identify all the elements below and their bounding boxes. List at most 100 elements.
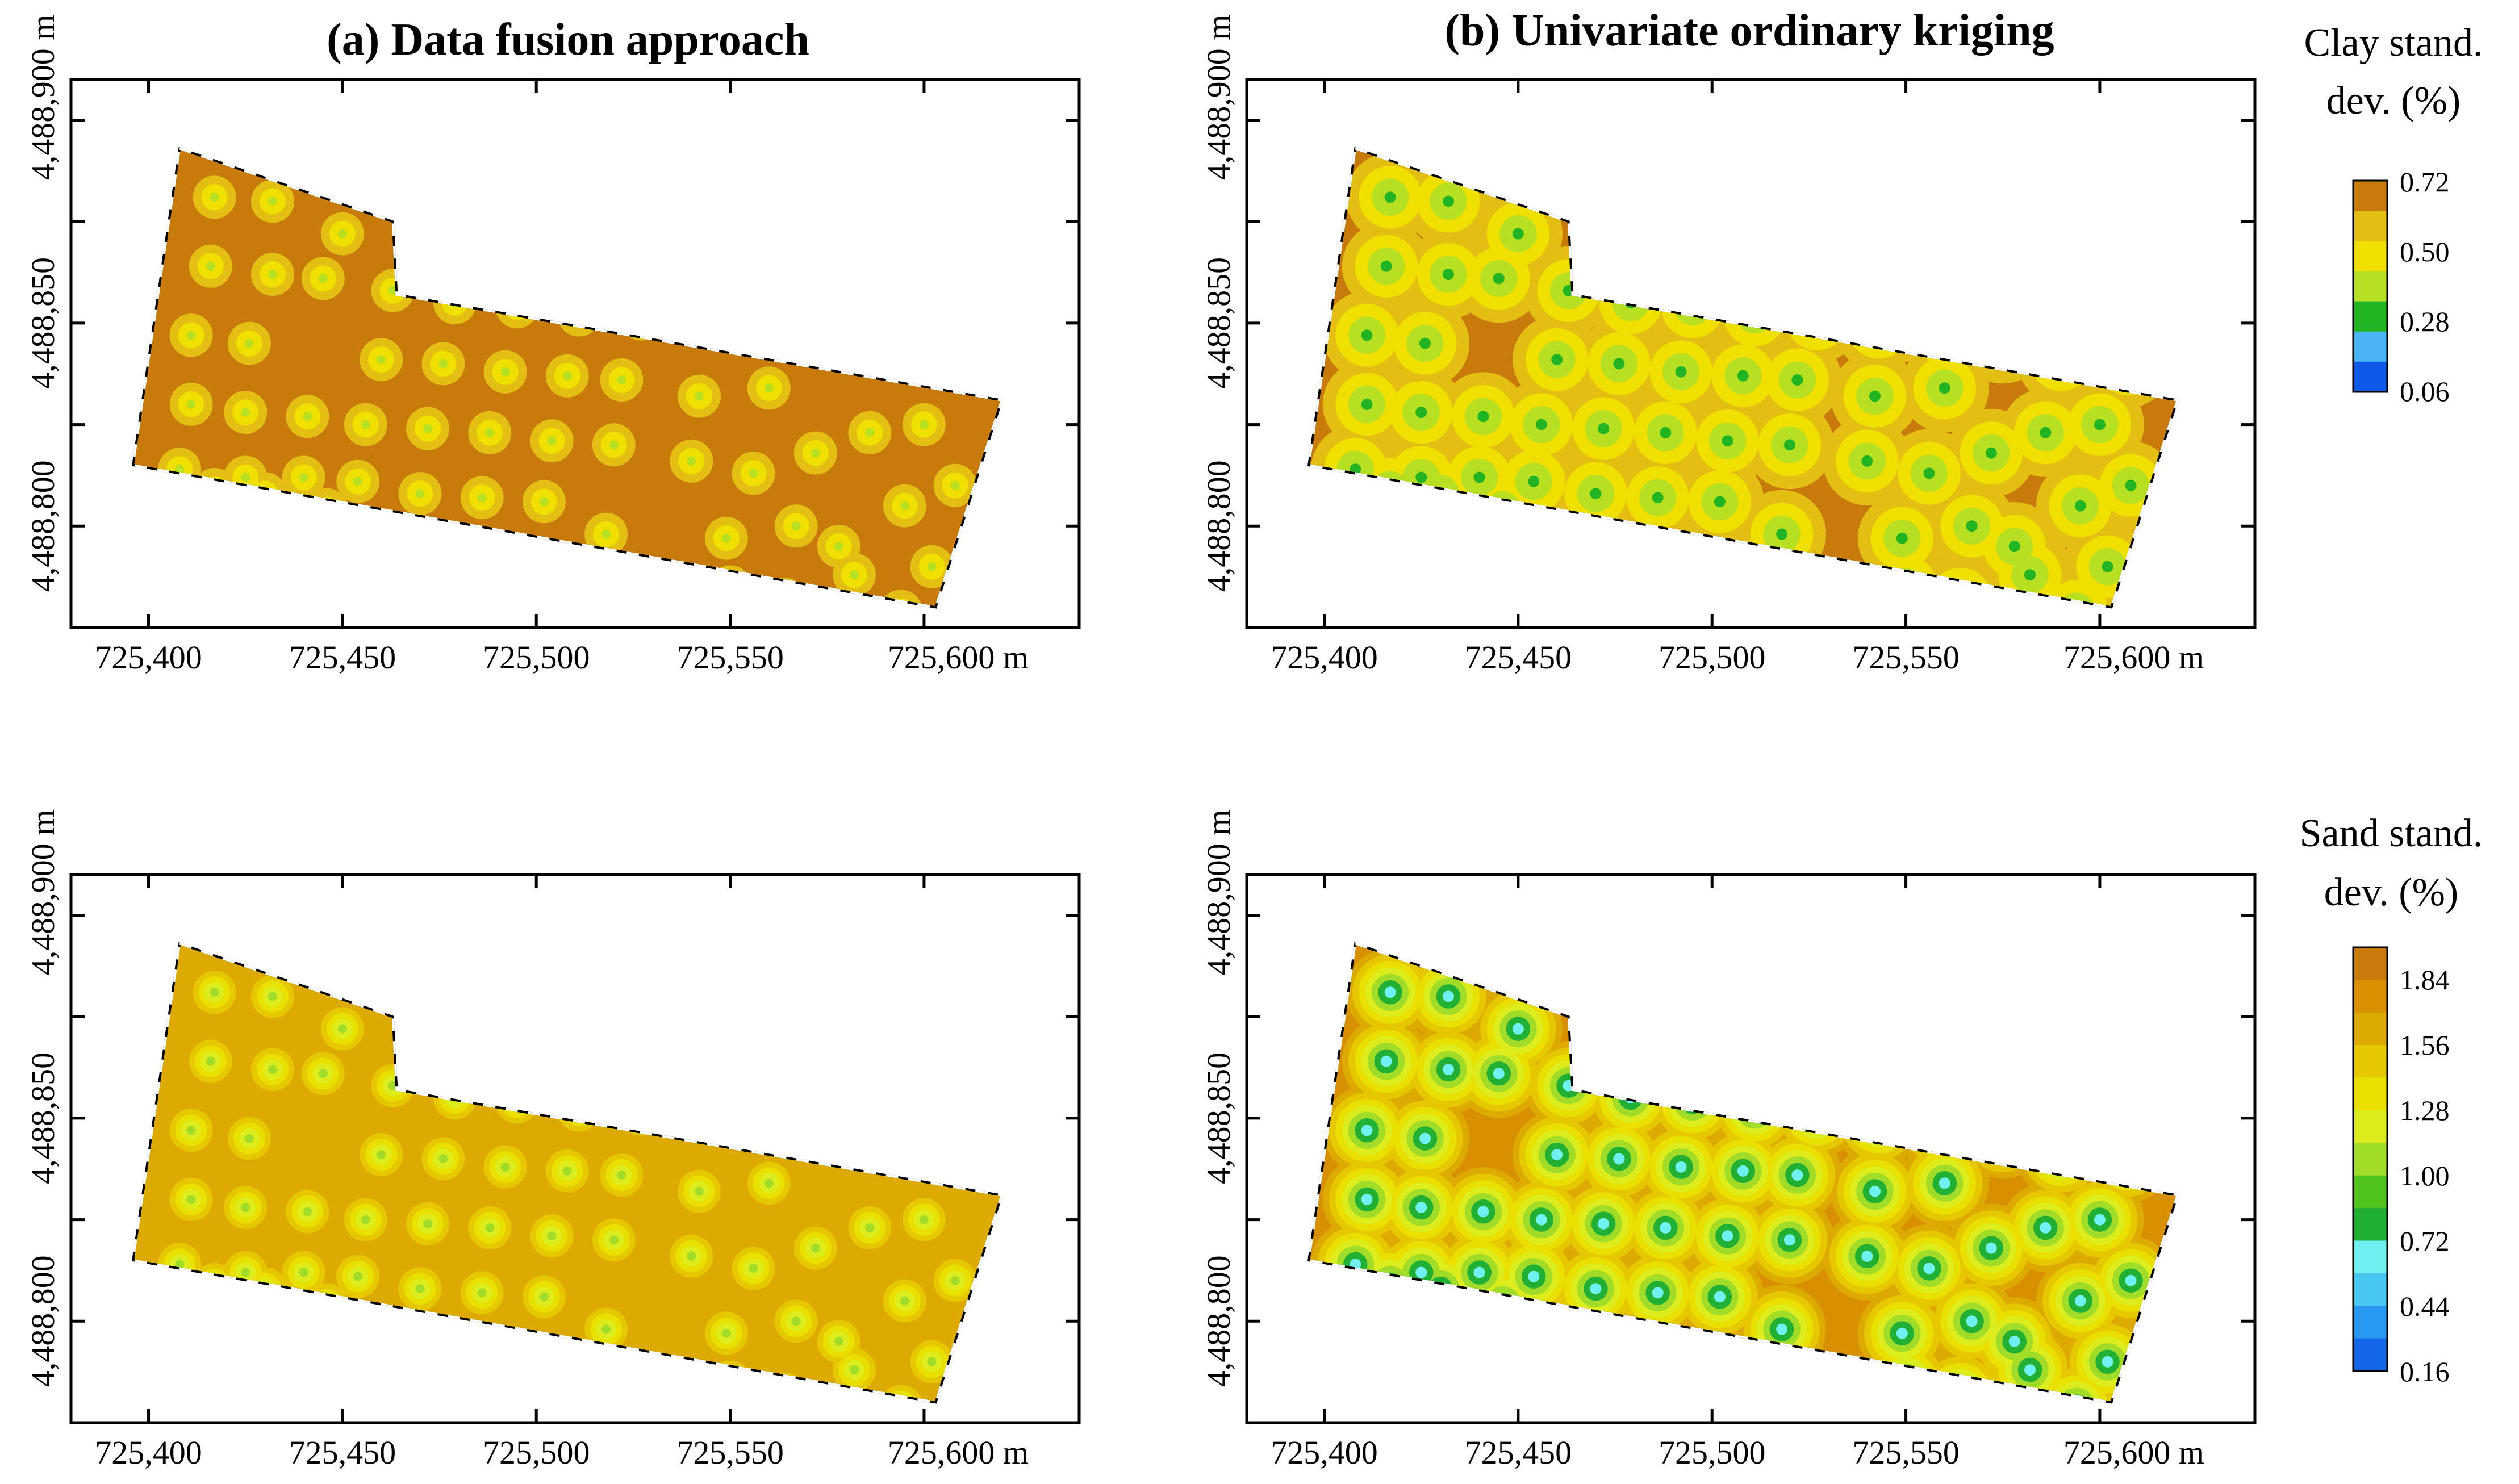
sample-point-halo bbox=[1798, 300, 1836, 338]
sample-point-halo bbox=[674, 594, 701, 608]
sample-point-halo bbox=[927, 562, 937, 571]
sample-point-halo bbox=[353, 1272, 363, 1281]
sample-point-halo bbox=[1493, 273, 1505, 285]
sample-point-halo bbox=[1528, 475, 1540, 487]
legend-swatch bbox=[2353, 1338, 2387, 1372]
sample-point-halo bbox=[743, 310, 787, 353]
legend-border bbox=[2352, 179, 2388, 393]
legend-sand: Sand stand. dev. (%) 1.84 1.56 1.28 1.00… bbox=[2300, 812, 2483, 1387]
legend-sand-title-line1: Sand stand. bbox=[2300, 812, 2483, 855]
sample-point-halo bbox=[1687, 301, 1699, 313]
sample-point-halo bbox=[1415, 1202, 1427, 1214]
sample-point-halo bbox=[1599, 271, 1662, 335]
sample-point-halo bbox=[1819, 1358, 1908, 1403]
sample-point-halo bbox=[1791, 374, 1803, 386]
sample-point-halo bbox=[303, 1207, 312, 1217]
legend-swatch bbox=[2353, 1045, 2387, 1078]
sample-point-halo bbox=[1935, 325, 1946, 337]
y-tick-label: 4,488,900 m bbox=[1200, 15, 1237, 181]
sample-point-halo bbox=[609, 1235, 619, 1245]
sample-point-halo bbox=[935, 1143, 967, 1175]
sample-point-halo bbox=[1860, 308, 1898, 346]
sample-point-halo bbox=[1422, 475, 1459, 512]
sample-point-halo bbox=[1804, 1102, 1829, 1126]
panel-title-b: (b) Univariate ordinary kriging bbox=[1444, 6, 2054, 56]
sample-point-halo bbox=[617, 1171, 626, 1180]
sample-point-halo bbox=[573, 1340, 616, 1383]
sample-point-halo bbox=[720, 1372, 741, 1393]
sample-point-halo bbox=[863, 1133, 907, 1177]
sample-point-halo bbox=[361, 420, 370, 429]
sample-point-halo bbox=[1985, 1242, 1997, 1254]
sample-point-halo bbox=[206, 261, 215, 271]
sample-point-halo bbox=[485, 1223, 495, 1232]
sample-point-halo bbox=[938, 350, 964, 377]
legend-swatch bbox=[2353, 1208, 2387, 1241]
sample-point-halo bbox=[2108, 345, 2146, 383]
sample-point-halo bbox=[749, 1110, 781, 1143]
sample-point-halo bbox=[900, 501, 909, 511]
sample-point-halo bbox=[625, 1098, 657, 1130]
sample-point-halo bbox=[1783, 1234, 1795, 1246]
sample-point-halo bbox=[714, 1366, 746, 1398]
sample-point-halo bbox=[946, 1154, 956, 1164]
legend-swatch bbox=[2353, 181, 2387, 211]
sample-point-halo bbox=[477, 1288, 487, 1298]
field-boundary-dash bbox=[131, 147, 1004, 609]
sample-point-halo bbox=[950, 480, 960, 490]
sample-point-halo bbox=[814, 326, 841, 353]
sample-point-halo bbox=[1764, 561, 1776, 572]
map-panel-sand-fusion: 725,400 725,450 725,500 725,550 725,600 m 4,4… bbox=[24, 810, 1081, 1471]
x-tick-label: 725,600 m bbox=[2063, 639, 2204, 676]
sample-point-halo bbox=[865, 1223, 875, 1232]
sample-point-halo bbox=[241, 1203, 250, 1213]
sample-point-halo bbox=[2008, 1336, 2020, 1347]
sample-point-halo bbox=[822, 1130, 832, 1139]
y-tick-label: 4,488,850 bbox=[1200, 257, 1237, 389]
sample-point-halo bbox=[1497, 1299, 1509, 1311]
sample-point-halo bbox=[1723, 283, 1786, 346]
sample-point-halo bbox=[1971, 308, 2035, 371]
sample-point-halo bbox=[896, 1402, 905, 1403]
legend-clay: Clay stand. dev. (%) 0.72 0.50 0.28 0.06 bbox=[2304, 21, 2483, 407]
legend-swatch bbox=[2353, 1077, 2387, 1111]
legend-sand-colorbar bbox=[2352, 946, 2388, 1372]
sample-point-halo bbox=[361, 1215, 370, 1224]
sample-point-halo bbox=[1966, 1315, 1978, 1327]
sample-point-halo bbox=[764, 383, 774, 393]
sample-point-halo bbox=[415, 1284, 425, 1294]
sample-point-halo bbox=[1764, 1356, 1776, 1368]
sample-point-halo bbox=[2121, 358, 2133, 370]
sample-point-halo bbox=[1758, 1349, 1782, 1374]
sample-point-halo bbox=[186, 1126, 196, 1135]
sample-point-halo bbox=[2008, 541, 2020, 552]
sample-point-halo bbox=[1661, 275, 1724, 338]
sample-point-halo bbox=[601, 529, 611, 539]
sample-point-halo bbox=[1535, 1214, 1547, 1226]
sample-point-halo bbox=[1361, 329, 1373, 341]
sample-point-halo bbox=[683, 603, 692, 608]
sample-point-halo bbox=[865, 428, 875, 437]
sample-point-halo bbox=[1443, 990, 1454, 1002]
sample-point-halo bbox=[1415, 407, 1427, 419]
sample-point-halo bbox=[687, 1106, 719, 1138]
sample-point-halo bbox=[1923, 467, 1935, 479]
sample-point-halo bbox=[268, 270, 277, 279]
legend-clay-title-line1: Clay stand. bbox=[2304, 21, 2483, 65]
sample-point-halo bbox=[805, 1113, 849, 1156]
sample-point-halo bbox=[495, 285, 539, 329]
sample-point-halo bbox=[260, 489, 270, 499]
sample-point-halo bbox=[423, 1219, 433, 1228]
sample-point-halo bbox=[1443, 1064, 1454, 1076]
sample-point-halo bbox=[2045, 580, 2108, 608]
sample-point-halo bbox=[415, 489, 425, 499]
sample-point-halo bbox=[1477, 1206, 1489, 1218]
sample-point-halo bbox=[1783, 439, 1795, 451]
sample-point-halo bbox=[1361, 1193, 1373, 1205]
sample-point-halo bbox=[681, 1101, 725, 1144]
sample-point-halo bbox=[512, 302, 522, 312]
sample-point-halo bbox=[241, 473, 250, 482]
sample-point-halo bbox=[1838, 1377, 1889, 1403]
sample-point-halo bbox=[628, 306, 654, 332]
